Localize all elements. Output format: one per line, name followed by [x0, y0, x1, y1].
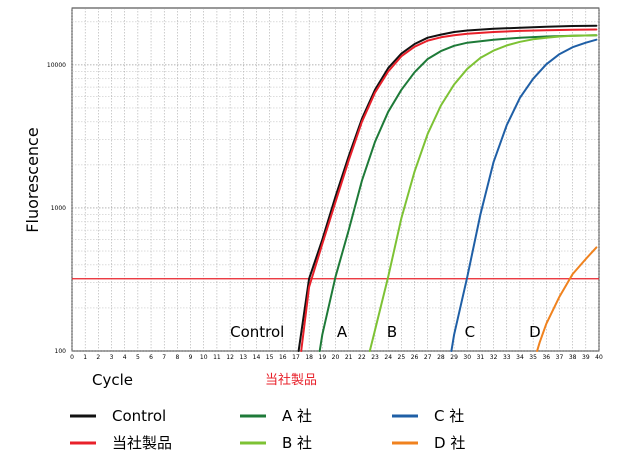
x-tick-label: 35	[529, 354, 537, 361]
curve-annotations: Control A B C D	[230, 323, 541, 341]
x-tick-label: 38	[569, 354, 577, 361]
x-tick-label: 20	[332, 354, 340, 361]
x-tick-label: 32	[490, 354, 498, 361]
y-tick-labels: 100 1000 10000	[47, 62, 66, 355]
x-tick-label: 1	[83, 354, 87, 361]
series-line	[536, 246, 598, 352]
legend-label: C 社	[434, 407, 464, 425]
x-tick-label: 26	[411, 354, 419, 361]
x-tick-label: 39	[582, 354, 590, 361]
x-tick-label: 10	[200, 354, 208, 361]
x-tick-label: 15	[266, 354, 274, 361]
x-tick-label: 36	[542, 354, 550, 361]
x-tick-labels: 0 1 2 3 4 5 6 7 8 9 10 11 12 13 14 15 16 17 18 19 20 21 22 23 24…	[70, 354, 603, 361]
x-tick-label: 11	[213, 354, 221, 361]
legend-label: D 社	[434, 434, 465, 452]
x-tick-label: 8	[175, 354, 179, 361]
curve-label: A	[337, 323, 348, 341]
x-tick-label: 25	[398, 354, 406, 361]
x-tick-label: 5	[136, 354, 140, 361]
curve-label: D	[529, 323, 541, 341]
x-tick-label: 4	[123, 354, 127, 361]
x-tick-label: 24	[384, 354, 392, 361]
legend-label: B 社	[282, 434, 312, 452]
legend-label: A 社	[282, 407, 312, 425]
y-tick-label: 10000	[47, 62, 66, 69]
x-tick-label: 6	[149, 354, 153, 361]
y-tick-label: 100	[55, 348, 67, 355]
x-tick-label: 0	[70, 354, 74, 361]
x-tick-label: 14	[253, 354, 261, 361]
x-tick-label: 22	[358, 354, 366, 361]
x-tick-label: 21	[345, 354, 353, 361]
x-tick-label: 2	[96, 354, 100, 361]
x-tick-label: 31	[477, 354, 485, 361]
x-tick-label: 7	[162, 354, 166, 361]
x-tick-label: 30	[463, 354, 471, 361]
curve-label: B	[387, 323, 397, 341]
y-axis-label: Fluorescence	[23, 127, 42, 232]
x-tick-label: 17	[292, 354, 300, 361]
grid	[71, 8, 600, 352]
x-tick-label: 34	[516, 354, 524, 361]
legend-label: Control	[112, 407, 166, 425]
subtitle: 当社製品	[265, 372, 317, 388]
curve-label: Control	[230, 323, 284, 341]
x-tick-label: 37	[556, 354, 564, 361]
x-tick-label: 3	[110, 354, 114, 361]
y-tick-label: 1000	[51, 205, 66, 212]
series-line	[318, 34, 598, 352]
series-group	[297, 24, 598, 352]
x-tick-label: 18	[305, 354, 313, 361]
x-tick-label: 12	[226, 354, 234, 361]
curve-label: C	[465, 323, 475, 341]
x-tick-label: 16	[279, 354, 287, 361]
x-tick-label: 9	[189, 354, 193, 361]
series-line	[368, 34, 598, 352]
x-tick-label: 23	[371, 354, 379, 361]
x-tick-label: 29	[450, 354, 458, 361]
series-line	[300, 28, 598, 352]
x-tick-label: 28	[437, 354, 445, 361]
x-tick-label: 19	[319, 354, 327, 361]
x-axis-label: Cycle	[92, 371, 133, 389]
series-line	[297, 24, 598, 352]
legend-label: 当社製品	[112, 434, 172, 452]
x-tick-label: 13	[239, 354, 247, 361]
series-line	[450, 38, 598, 352]
x-tick-label: 27	[424, 354, 432, 361]
x-tick-label: 33	[503, 354, 511, 361]
x-tick-label: 40	[595, 354, 603, 361]
